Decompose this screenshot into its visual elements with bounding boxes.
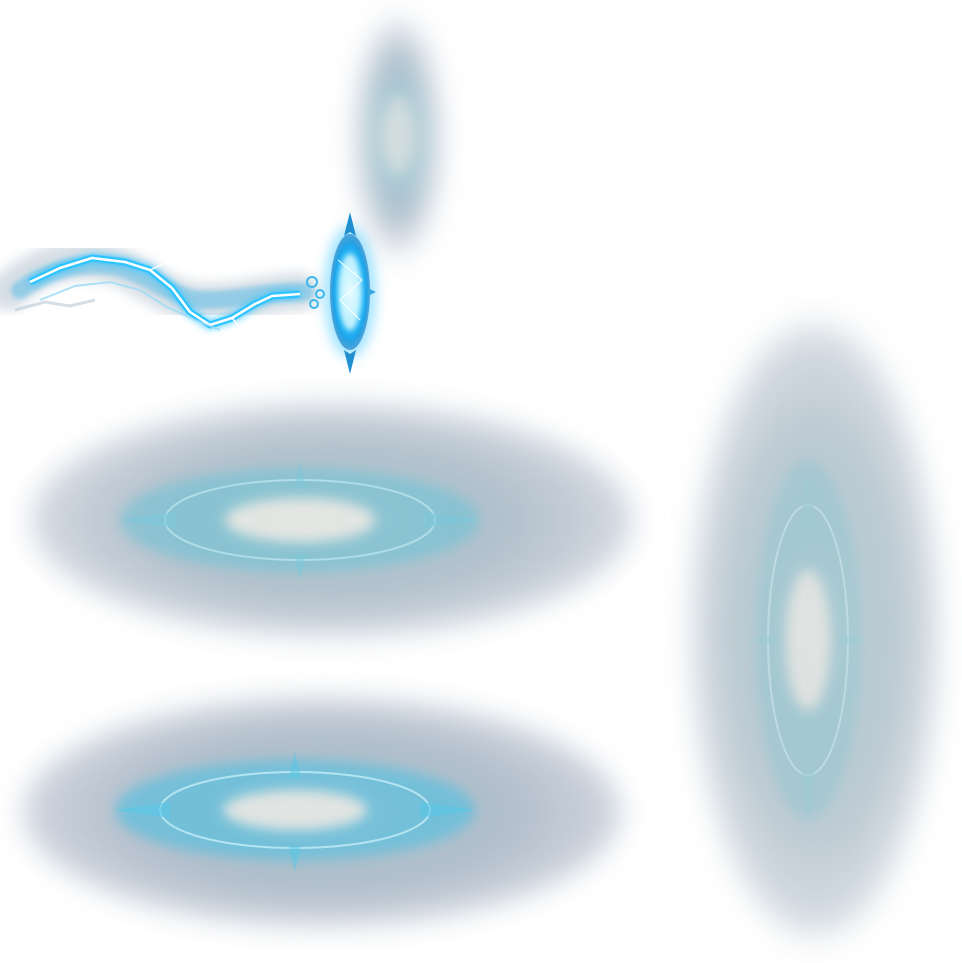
- aura-ring-horizontal-2: [4, 684, 640, 940]
- glow-small-vertical: [352, 7, 444, 267]
- lightning-bolt: [0, 241, 325, 333]
- aura-ring-horizontal-1: [12, 390, 652, 650]
- portal-disc: [324, 212, 376, 374]
- aura-ring-vertical: [675, 290, 955, 963]
